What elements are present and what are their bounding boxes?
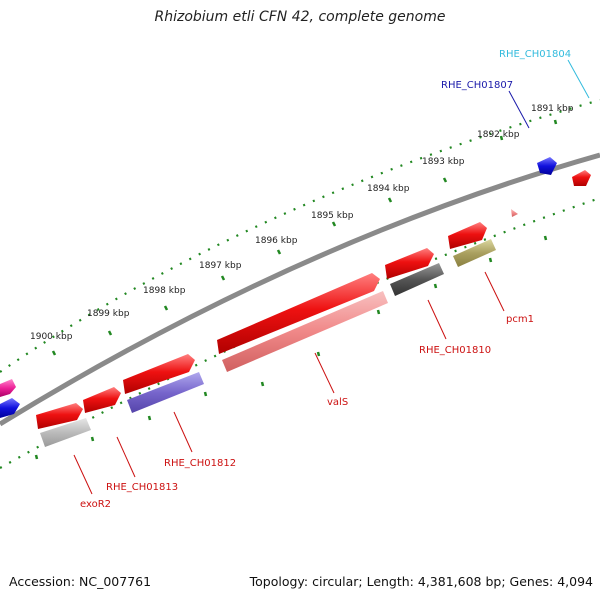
map-title: Rhizobium etli CFN 42, complete genome <box>154 9 446 25</box>
cds-feature-pink-marker[interactable] <box>511 209 518 217</box>
cds-feature-olive[interactable] <box>453 239 496 267</box>
ruler-label: 1900 kbp <box>30 332 73 342</box>
ruler-label: 1892 kbp <box>477 130 520 140</box>
gene-feature-red[interactable] <box>572 170 591 186</box>
gene-feature-red[interactable] <box>385 248 434 279</box>
gene-label[interactable]: RHE_CH01804 <box>499 49 571 60</box>
gene-label[interactable]: RHE_CH01810 <box>419 345 491 356</box>
accession-label: Accession: NC_007761 <box>9 574 152 589</box>
cds-feature-dark[interactable] <box>390 263 444 296</box>
leader-line <box>567 59 590 99</box>
gene-label[interactable]: RHE_CH01813 <box>106 482 178 493</box>
ruler-label: 1893 kbp <box>422 157 465 167</box>
leader-line <box>427 299 447 340</box>
ruler-label: 1898 kbp <box>143 286 186 296</box>
cds-feature-pink[interactable] <box>222 291 388 372</box>
leader-line <box>116 436 136 478</box>
gene-feature-red[interactable] <box>36 403 83 429</box>
ruler-label: 1899 kbp <box>87 309 130 319</box>
leader-line <box>508 90 530 129</box>
gene-feature-blue[interactable] <box>0 398 20 418</box>
outer-ruler-track <box>0 98 600 373</box>
gene-feature-red[interactable] <box>83 387 121 413</box>
leader-line <box>73 454 93 495</box>
gene-label[interactable]: RHE_CH01807 <box>441 80 513 91</box>
ruler-label: 1895 kbp <box>311 211 354 221</box>
gene-label[interactable]: pcm1 <box>506 314 534 325</box>
cds-feature-purple[interactable] <box>127 372 204 413</box>
gene-label[interactable]: exoR2 <box>80 499 111 510</box>
genome-summary: Topology: circular; Length: 4,381,608 bp… <box>249 574 593 589</box>
ruler-label: 1897 kbp <box>199 261 242 271</box>
ruler-label: 1896 kbp <box>255 236 298 246</box>
gene-feature-red[interactable] <box>123 354 195 394</box>
leader-line <box>484 271 505 312</box>
gene-label[interactable]: valS <box>327 397 348 408</box>
cds-feature-grey[interactable] <box>40 418 91 447</box>
gene-label[interactable]: RHE_CH01812 <box>164 458 236 469</box>
gene-feature-blue[interactable] <box>537 157 557 175</box>
gene-feature-red[interactable] <box>448 222 487 249</box>
ruler-label: 1894 kbp <box>367 184 410 194</box>
leader-line <box>173 411 193 453</box>
ruler-label: 1891 kbp <box>531 104 574 114</box>
ruler-ticks <box>34 119 558 460</box>
gene-feature-red[interactable] <box>217 273 380 354</box>
genome-backbone <box>0 152 600 427</box>
gene-feature-magenta[interactable] <box>0 379 16 397</box>
leader-line <box>314 352 335 394</box>
